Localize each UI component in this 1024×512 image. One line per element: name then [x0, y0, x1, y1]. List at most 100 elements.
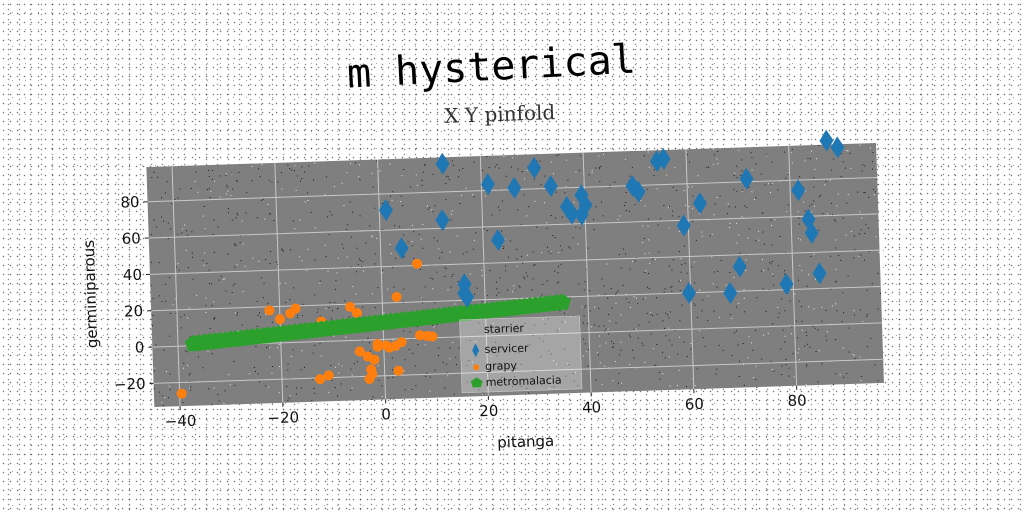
plot-speckle — [469, 339, 471, 341]
plot-speckle — [181, 228, 183, 230]
plot-speckle — [188, 374, 190, 376]
plot-speckle — [259, 381, 261, 383]
plot-speckle — [355, 162, 357, 164]
plot-speckle — [295, 393, 297, 395]
plot-speckle — [813, 308, 815, 310]
plot-speckle — [307, 192, 309, 194]
plot-speckle — [629, 306, 632, 308]
plot-speckle — [598, 155, 600, 157]
plot-speckle — [333, 186, 335, 188]
plot-speckle — [862, 164, 864, 166]
plot-speckle — [643, 237, 645, 239]
plot-speckle — [183, 314, 185, 316]
plot-speckle — [280, 172, 282, 174]
plot-speckle — [788, 367, 790, 369]
plot-speckle — [861, 170, 863, 172]
plot-speckle — [872, 188, 874, 190]
plot-speckle — [325, 176, 327, 178]
plot-speckle — [629, 336, 631, 338]
plot-speckle — [151, 176, 153, 179]
plot-speckle — [496, 294, 498, 296]
plot-speckle — [404, 359, 406, 361]
plot-speckle — [735, 165, 737, 167]
plot-speckle — [615, 291, 617, 293]
plot-speckle — [224, 390, 226, 392]
plot-speckle — [188, 307, 190, 309]
plot-speckle — [525, 272, 527, 274]
plot-speckle — [404, 389, 406, 391]
plot-speckle — [186, 230, 188, 232]
plot-speckle — [809, 205, 811, 207]
plot-speckle — [560, 263, 562, 265]
plot-speckle — [413, 257, 415, 259]
plot-speckle — [421, 179, 423, 181]
plot-speckle — [755, 378, 757, 380]
plot-speckle — [669, 311, 671, 313]
plot-speckle — [770, 263, 772, 265]
plot-speckle — [677, 353, 679, 355]
plot-speckle — [534, 264, 536, 266]
plot-speckle — [625, 192, 627, 194]
plot-speckle — [150, 285, 152, 287]
plot-speckle — [533, 264, 535, 266]
plot-speckle — [656, 343, 658, 345]
plot-speckle — [713, 148, 715, 150]
servicer-point — [527, 156, 542, 179]
plot-speckle — [655, 364, 657, 366]
plot-speckle — [301, 350, 303, 352]
plot-speckle — [617, 382, 619, 384]
plot-speckle — [287, 164, 289, 166]
plot-speckle — [810, 255, 812, 258]
plot-speckle — [629, 268, 631, 270]
plot-speckle — [672, 210, 674, 212]
plot-speckle — [190, 187, 192, 190]
plot-speckle — [371, 236, 373, 238]
plot-speckle — [276, 261, 278, 263]
plot-speckle — [202, 215, 204, 217]
plot-speckle — [696, 316, 698, 318]
plot-speckle — [837, 193, 839, 195]
plot-speckle — [534, 324, 536, 326]
plot-speckle — [842, 347, 844, 349]
plot-speckle — [170, 313, 172, 315]
plot-speckle — [797, 352, 799, 354]
plot-speckle — [573, 380, 575, 382]
plot-speckle — [780, 348, 782, 350]
plot-speckle — [516, 324, 518, 326]
plot-speckle — [817, 381, 819, 383]
plot-speckle — [514, 375, 516, 377]
plot-speckle — [350, 236, 352, 238]
plot-speckle — [713, 154, 715, 156]
plot-speckle — [294, 165, 296, 167]
plot-speckle — [819, 194, 821, 196]
plot-speckle — [434, 302, 436, 304]
grid-line-y — [149, 249, 880, 275]
plot-speckle — [712, 283, 714, 285]
plot-speckle — [473, 196, 475, 198]
plot-speckle — [172, 304, 174, 306]
plot-speckle — [356, 247, 358, 249]
plot-speckle — [782, 329, 784, 331]
plot-speckle — [169, 335, 171, 337]
plot-speckle — [458, 347, 460, 349]
plot-speckle — [244, 265, 246, 267]
plot-speckle — [302, 303, 304, 305]
plot-speckle — [306, 269, 308, 272]
plot-speckle — [256, 325, 258, 327]
plot-speckle — [217, 393, 219, 395]
plot-speckle — [599, 362, 601, 364]
plot-speckle — [583, 289, 585, 291]
plot-speckle — [690, 342, 692, 345]
plot-speckle — [716, 368, 718, 370]
plot-speckle — [160, 197, 163, 199]
plot-speckle — [860, 229, 862, 231]
plot-speckle — [620, 314, 622, 316]
plot-speckle — [381, 202, 383, 204]
plot-speckle — [615, 302, 617, 304]
plot-speckle — [583, 338, 585, 340]
plot-speckle — [711, 233, 713, 235]
plot-speckle — [811, 150, 813, 152]
plot-speckle — [184, 224, 186, 226]
plot-speckle — [550, 353, 553, 355]
plot-speckle — [590, 326, 592, 328]
